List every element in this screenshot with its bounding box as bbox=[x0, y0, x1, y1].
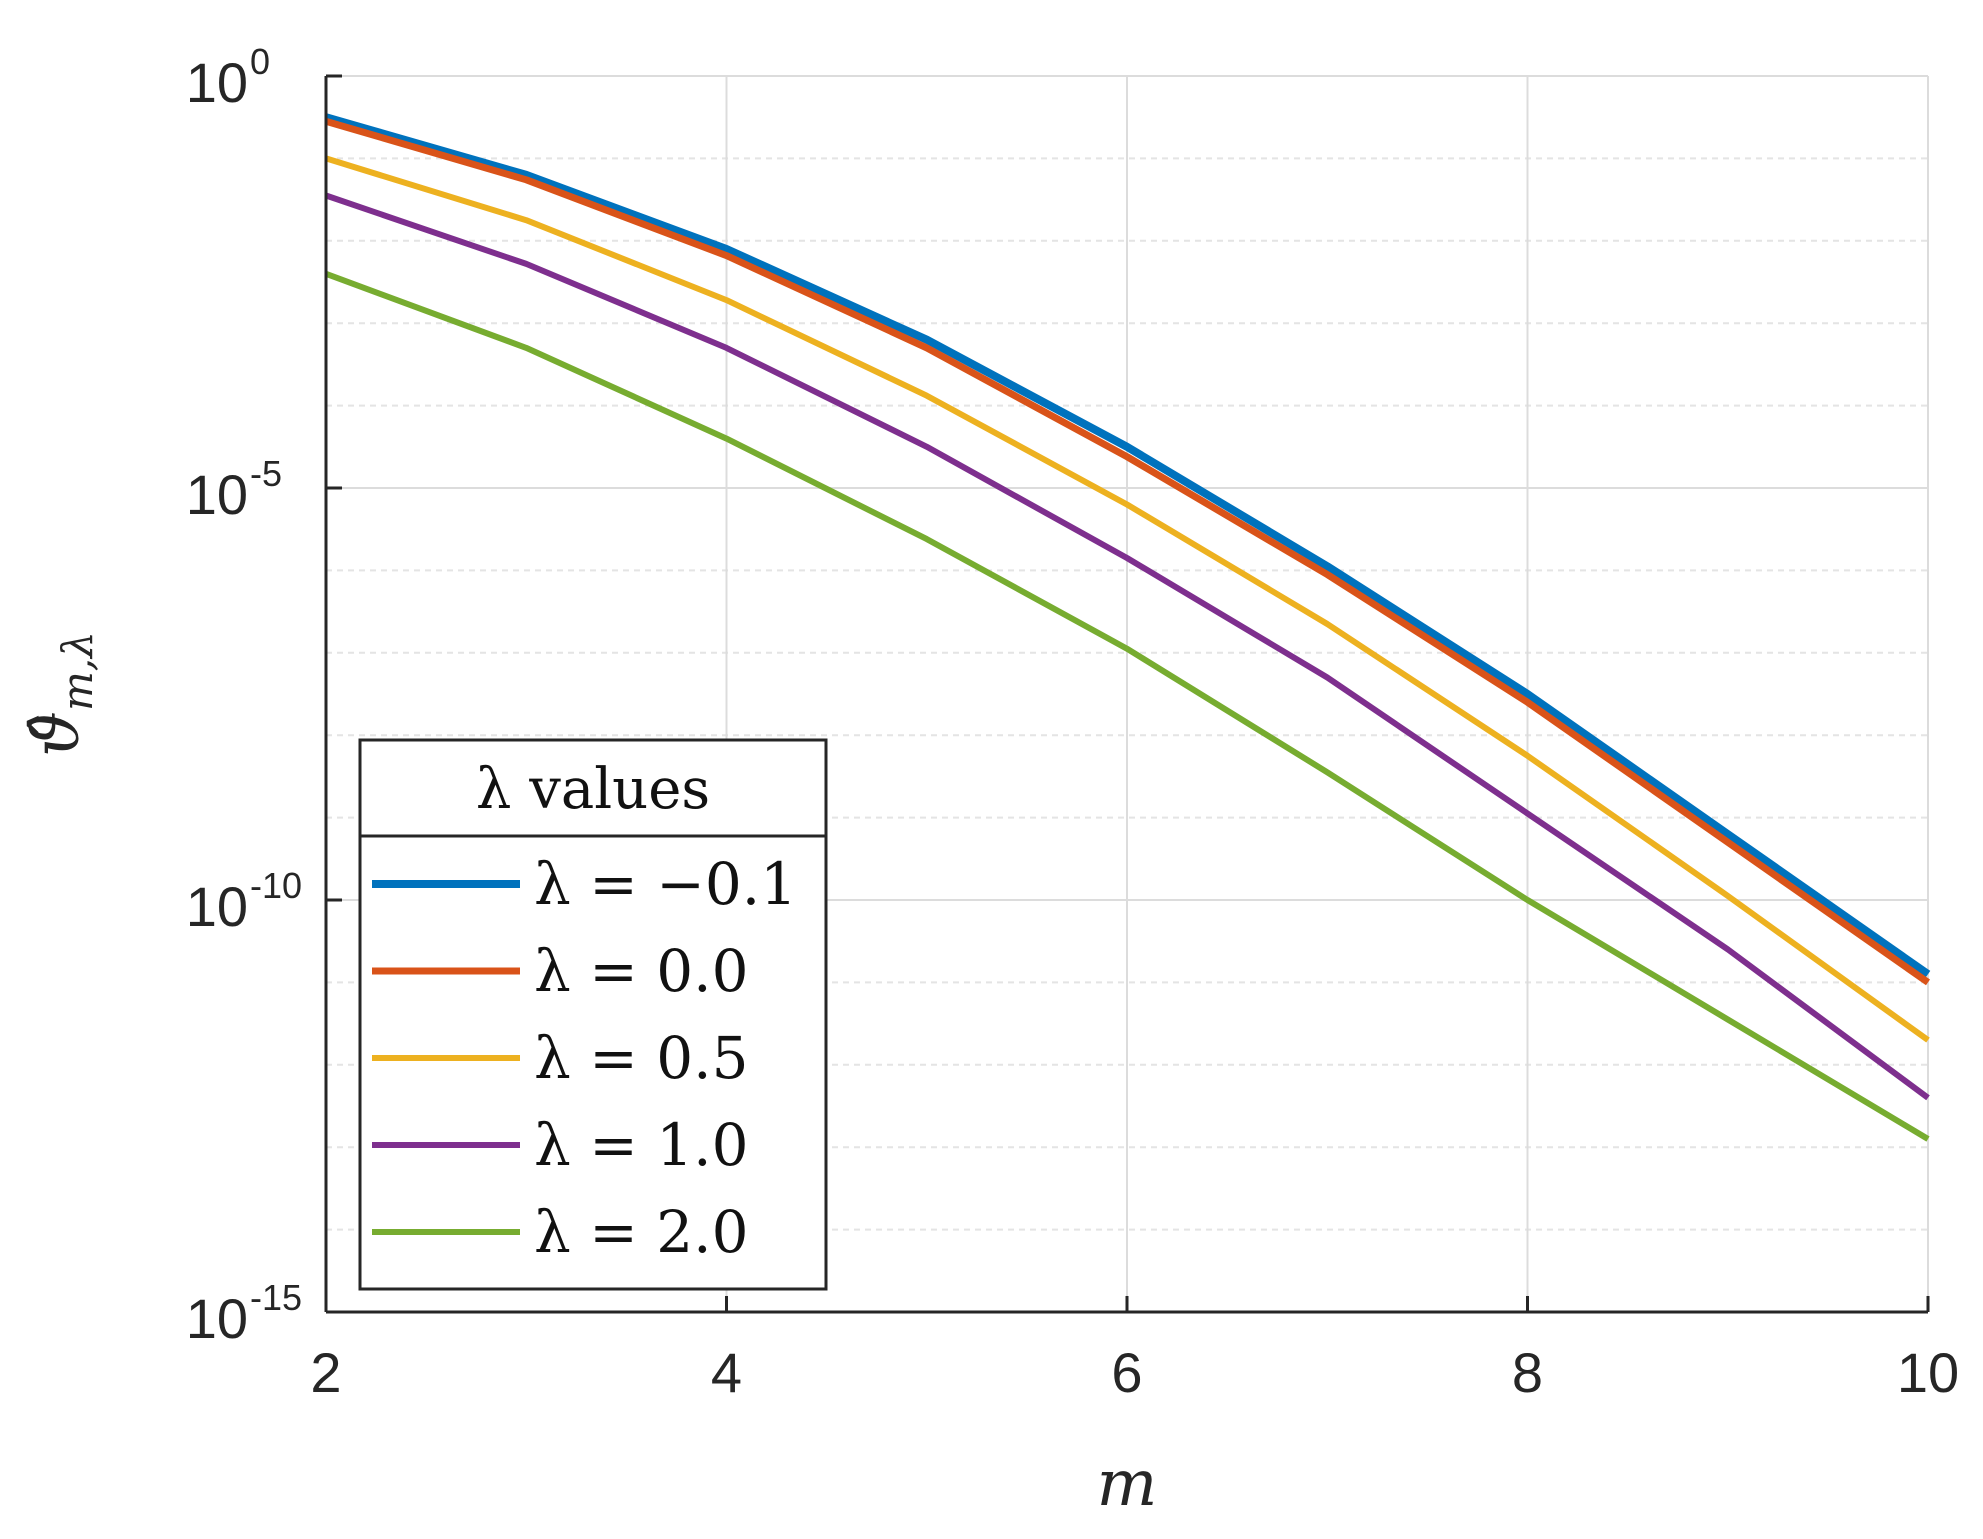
x-axis-title: m bbox=[1097, 1447, 1158, 1521]
legend-title: λ values bbox=[476, 757, 710, 822]
legend-label-4: λ = 1.0 bbox=[534, 1111, 748, 1179]
legend-label-1: λ = −0.1 bbox=[534, 850, 797, 918]
legend-label-5: λ = 2.0 bbox=[534, 1198, 748, 1266]
y-tick-label-exponent: -15 bbox=[250, 1277, 302, 1318]
x-tick-label: 4 bbox=[711, 1341, 742, 1404]
x-tick-label: 6 bbox=[1111, 1341, 1142, 1404]
legend-label-3: λ = 0.5 bbox=[534, 1024, 748, 1092]
y-tick-label-exponent: 0 bbox=[250, 41, 270, 82]
series-line-3 bbox=[325, 155, 1930, 1043]
y-tick-label-base: 10 bbox=[186, 463, 248, 526]
legend: λ values λ = −0.1 λ = 0.0 λ = 0.5 λ = 1.0 λ =… bbox=[358, 738, 828, 1291]
y-tick-label-exponent: -10 bbox=[250, 865, 302, 906]
y-tick-label-base: 10 bbox=[186, 1287, 248, 1350]
x-tick-label: 8 bbox=[1512, 1341, 1543, 1404]
legend-label-2: λ = 0.0 bbox=[534, 937, 748, 1005]
y-axis-title-text: ϑ̂m,λ bbox=[20, 631, 102, 757]
x-tick-label: 10 bbox=[1897, 1341, 1959, 1404]
y-axis-title-subscript: m,λ bbox=[53, 631, 102, 711]
legend-box bbox=[358, 738, 828, 1291]
series-line-4 bbox=[325, 192, 1930, 1101]
series-line-5 bbox=[324, 270, 1930, 1142]
y-tick-label-base: 10 bbox=[186, 51, 248, 114]
y-axis-title-symbol: ϑ̂ bbox=[20, 711, 94, 757]
x-tick-label: 2 bbox=[310, 1341, 341, 1404]
y-tick-label-base: 10 bbox=[186, 875, 248, 938]
series-line-2 bbox=[325, 117, 1931, 986]
y-axis-title: ϑ̂m,λ bbox=[20, 631, 102, 757]
y-tick-label-exponent: -5 bbox=[250, 453, 282, 494]
series-line-1 bbox=[324, 113, 1931, 978]
series-lines bbox=[324, 113, 1931, 1142]
